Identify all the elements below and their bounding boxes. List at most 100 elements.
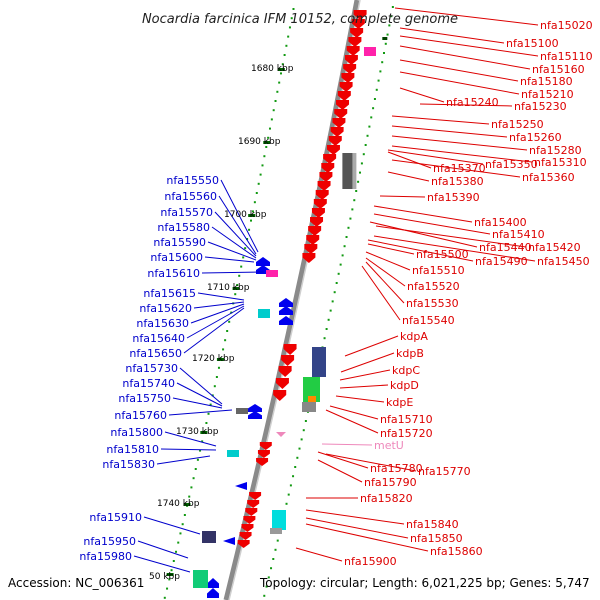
gene-label-nfa15980[interactable]: nfa15980 [79,550,132,563]
gene-label-nfa15410[interactable]: nfa15410 [492,228,545,241]
tick-dot [281,63,284,66]
gene-label-nfa15510[interactable]: nfa15510 [412,264,465,277]
leader-line [305,517,409,539]
gene-label-nfa15450[interactable]: nfa15450 [537,255,590,268]
gene-label-nfa15100[interactable]: nfa15100 [506,37,559,50]
gene-label-nfa15580[interactable]: nfa15580 [157,221,210,234]
gene-label-nfa15440[interactable]: nfa15440 [479,241,532,254]
gene-label-nfa15250[interactable]: nfa15250 [491,118,544,131]
forward-gene-arrow [207,578,219,588]
gene-label-nfa15780[interactable]: nfa15780 [370,462,423,475]
forward-gene-arrow [207,588,219,598]
track-dot [375,88,378,91]
gene-label-nfa15800[interactable]: nfa15800 [110,426,163,439]
reverse-gene-arrow [341,73,355,83]
gene-label-nfa15520[interactable]: nfa15520 [407,280,460,293]
gene-label-kdpb[interactable]: kdpB [396,347,424,360]
reverse-gene-arrow [343,64,357,74]
gene-label-nfa15380[interactable]: nfa15380 [431,175,484,188]
reverse-gene-arrow [304,244,318,254]
leader-line [168,409,233,416]
reverse-gene-arrow [259,442,272,450]
gene-label-nfa15500[interactable]: nfa15500 [416,248,469,261]
gene-label-metu[interactable]: metU [374,439,404,452]
gene-label-nfa15110[interactable]: nfa15110 [540,50,593,63]
gene-label-kdpe[interactable]: kdpE [386,396,413,409]
gene-label-kdpc[interactable]: kdpC [392,364,420,377]
gene-label-nfa15770[interactable]: nfa15770 [418,465,471,478]
track-dot [323,337,326,340]
tick-dot [268,127,271,130]
gene-label-nfa15730[interactable]: nfa15730 [125,362,178,375]
tick-dot [265,146,268,148]
gene-label-nfa15540[interactable]: nfa15540 [402,314,455,327]
gene-label-nfa15910[interactable]: nfa15910 [89,511,142,524]
gene-label-nfa15820[interactable]: nfa15820 [360,492,413,505]
gene-label-nfa15950[interactable]: nfa15950 [83,535,136,548]
rna-arrow [276,432,286,437]
gene-label-nfa15650[interactable]: nfa15650 [129,347,182,360]
gene-label-nfa15570[interactable]: nfa15570 [160,206,213,219]
gene-label-nfa15530[interactable]: nfa15530 [406,297,459,310]
gene-label-nfa15640[interactable]: nfa15640 [132,332,185,345]
gene-label-nfa15490[interactable]: nfa15490 [475,255,528,268]
gene-label-nfa15390[interactable]: nfa15390 [427,191,480,204]
track-dot [300,438,303,441]
leader-line [399,87,445,103]
gene-label-nfa15720[interactable]: nfa15720 [380,427,433,440]
leader-line [419,103,513,107]
gene-label-nfa15860[interactable]: nfa15860 [430,545,483,558]
gene-label-kdpa[interactable]: kdpA [400,330,428,343]
gene-label-nfa15160[interactable]: nfa15160 [532,63,585,76]
tick-dot [183,514,186,516]
gene-label-nfa15710[interactable]: nfa15710 [380,413,433,426]
gene-label-nfa15550[interactable]: nfa15550 [166,174,219,187]
gene-label-nfa15420[interactable]: nfa15420 [528,241,581,254]
forward-gene-arrow [279,316,293,325]
reverse-gene-arrow [241,524,254,532]
gene-label-nfa15180[interactable]: nfa15180 [520,75,573,88]
gene-block-navy [202,531,216,543]
gene-label-nfa15560[interactable]: nfa15560 [164,190,217,203]
leader-line [204,256,255,263]
gene-block-cyan [272,510,286,530]
gene-label-nfa15600[interactable]: nfa15600 [150,251,203,264]
gene-label-nfa15760[interactable]: nfa15760 [114,409,167,422]
reverse-gene-arrow [249,492,262,500]
gene-label-nfa15260[interactable]: nfa15260 [509,131,562,144]
track-dot [298,447,301,450]
gene-label-nfa15350[interactable]: nfa15350 [485,158,538,171]
gene-label-nfa15850[interactable]: nfa15850 [410,532,463,545]
track-dot [304,420,307,422]
gene-label-nfa15020[interactable]: nfa15020 [540,19,593,32]
gene-label-nfa15840[interactable]: nfa15840 [406,518,459,531]
gene-label-nfa15740[interactable]: nfa15740 [122,377,175,390]
leader-line [391,135,528,151]
gene-label-nfa15810[interactable]: nfa15810 [106,443,159,456]
gene-label-nfa15210[interactable]: nfa15210 [521,88,574,101]
gene-label-nfa15240[interactable]: nfa15240 [446,96,499,109]
track-dot [347,226,350,229]
gene-label-nfa15900[interactable]: nfa15900 [344,555,397,568]
tick-dot [188,495,191,498]
gene-label-nfa15400[interactable]: nfa15400 [474,216,527,229]
leader-line [220,179,259,253]
gene-label-nfa15750[interactable]: nfa15750 [118,392,171,405]
gene-label-nfa15370[interactable]: nfa15370 [433,162,486,175]
gene-label-nfa15610[interactable]: nfa15610 [147,267,200,280]
gene-label-kdpd[interactable]: kdpD [390,379,419,392]
track-dot [341,254,344,257]
gene-label-nfa15310[interactable]: nfa15310 [534,156,587,169]
gene-label-nfa15360[interactable]: nfa15360 [522,171,575,184]
gene-label-nfa15620[interactable]: nfa15620 [139,302,192,315]
gene-label-nfa15630[interactable]: nfa15630 [136,317,189,330]
leader-line [317,451,369,469]
gene-label-nfa15230[interactable]: nfa15230 [514,100,567,113]
gene-label-nfa15790[interactable]: nfa15790 [364,476,417,489]
gene-label-nfa15590[interactable]: nfa15590 [153,236,206,249]
reverse-gene-arrow [328,136,342,146]
gene-label-nfa15830[interactable]: nfa15830 [102,458,155,471]
gene-label-nfa15615[interactable]: nfa15615 [143,287,196,300]
gene-label-nfa15280[interactable]: nfa15280 [529,144,582,157]
leader-line [367,239,474,262]
